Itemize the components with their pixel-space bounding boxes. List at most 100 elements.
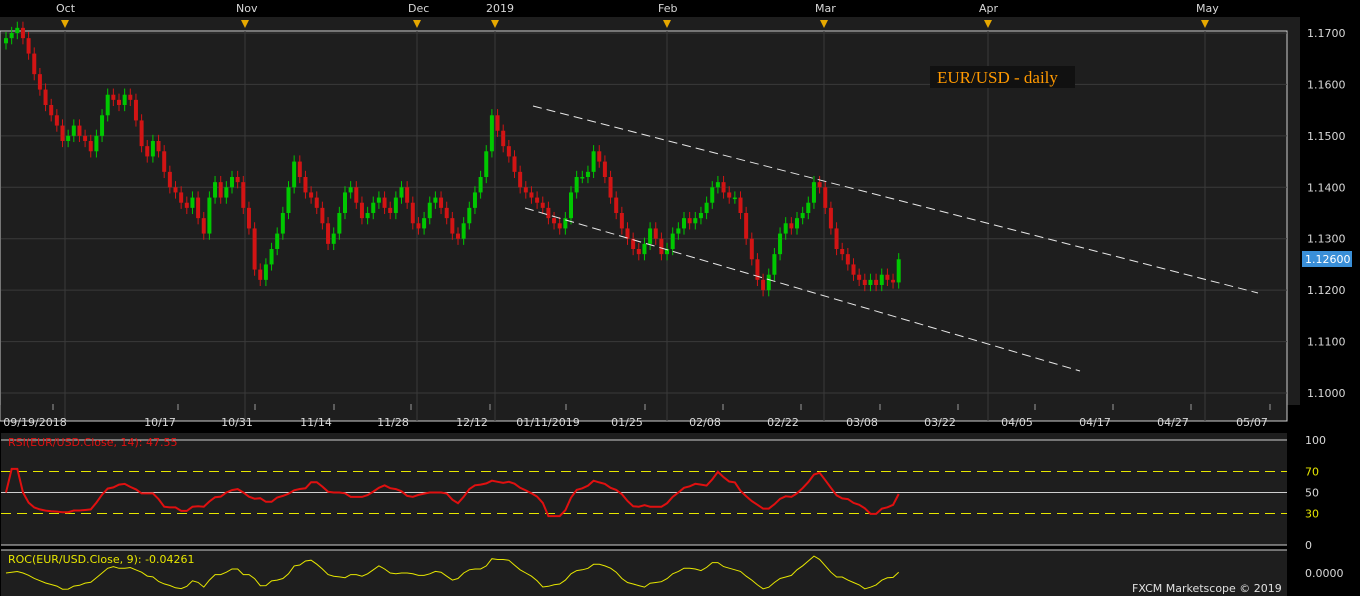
rsi-level-badge: [1302, 464, 1320, 478]
candle-body: [179, 192, 184, 203]
month-label: Apr: [979, 2, 999, 15]
candle-body: [687, 218, 692, 224]
candle-body: [32, 53, 37, 75]
candle-body: [602, 161, 607, 177]
candle-body: [297, 161, 302, 177]
candle-body: [139, 120, 144, 147]
candle-body: [868, 279, 873, 285]
date-tick-label: 12/12: [456, 416, 488, 429]
candle-body: [371, 202, 376, 213]
candle-body: [326, 223, 331, 244]
date-tick-label: 10/31: [221, 416, 253, 429]
date-tick-label: 11/14: [300, 416, 332, 429]
candle-body: [580, 177, 585, 179]
y-tick-label: 1.1300: [1307, 233, 1346, 246]
rsi-scale-label: 30: [1305, 508, 1319, 521]
rsi-scale-label: 50: [1305, 487, 1319, 500]
candle-body: [715, 182, 720, 188]
date-tick-label: 10/17: [144, 416, 176, 429]
candle-body: [427, 202, 432, 219]
candle-body: [795, 218, 799, 229]
candle-body: [806, 202, 811, 213]
candle-body: [478, 177, 483, 193]
candle-body: [71, 125, 76, 136]
candle-body: [416, 223, 421, 229]
candle-body: [676, 228, 681, 234]
candle-body: [433, 197, 438, 203]
candle-body: [811, 182, 816, 203]
candle-body: [535, 197, 540, 203]
month-marker-icon: [1201, 20, 1209, 28]
month-marker-icon: [820, 20, 828, 28]
candle-body: [484, 151, 489, 177]
candle-body: [648, 228, 653, 244]
candle-body: [704, 202, 709, 213]
candle-body: [885, 274, 890, 280]
candle-body: [162, 151, 167, 172]
date-tick-label: 03/22: [924, 416, 956, 429]
candle-body: [840, 249, 845, 255]
roc-scale-label: 0.0000: [1305, 567, 1344, 580]
candle-body: [489, 115, 494, 152]
candle-body: [766, 274, 771, 291]
y-tick-label: 1.1400: [1307, 181, 1346, 194]
candle-body: [4, 38, 8, 44]
roc-line: [5, 555, 900, 590]
candle-body: [744, 213, 749, 239]
candle-body: [698, 213, 703, 219]
y-tick-label: 1.1700: [1307, 27, 1346, 40]
candle-body: [263, 264, 268, 280]
candle-body: [111, 94, 116, 100]
candle-body: [37, 74, 42, 90]
candle-body: [778, 233, 783, 255]
candle-body: [43, 89, 48, 105]
candle-body: [382, 197, 387, 208]
rsi-level-badge: [1302, 506, 1320, 520]
date-tick-label: 05/07: [1236, 416, 1268, 429]
candle-body: [246, 207, 251, 229]
candle-body: [755, 259, 760, 280]
candle-body: [105, 94, 110, 116]
candle-body: [173, 187, 178, 193]
candle-body: [252, 228, 257, 270]
candle-body: [772, 254, 777, 275]
candle-body: [15, 27, 20, 33]
last-price-badge: [1302, 251, 1352, 267]
candle-body: [190, 197, 195, 208]
candle-body: [343, 192, 347, 213]
candle-body: [472, 192, 477, 208]
date-tick-label: 01/25: [611, 416, 643, 429]
candle-body: [348, 187, 353, 193]
candle-body: [117, 99, 121, 105]
rsi-line: [5, 467, 900, 518]
candle-body: [461, 223, 466, 239]
candle-body: [828, 207, 833, 229]
month-label: Oct: [56, 2, 76, 15]
candle-body: [314, 197, 319, 208]
candle-body: [122, 94, 127, 105]
candle-body: [761, 279, 766, 291]
date-tick-label: 02/22: [767, 416, 799, 429]
candle-body: [224, 187, 229, 198]
candle-body: [738, 197, 743, 213]
candle-body: [320, 207, 325, 224]
candle-body: [399, 187, 404, 198]
candle-body: [540, 202, 545, 208]
date-tick-label: 11/28: [377, 416, 409, 429]
credit-text: FXCM Marketscope © 2019: [1132, 582, 1282, 595]
roc-panel: [1, 550, 1287, 596]
candle-body: [523, 187, 528, 193]
candle-body: [258, 269, 263, 280]
candle-body: [597, 151, 602, 162]
date-tick-label: 04/17: [1079, 416, 1111, 429]
candle-body: [20, 27, 25, 39]
candle-body: [800, 213, 805, 219]
candle-body: [230, 177, 234, 188]
y-tick-label: 1.1200: [1307, 284, 1346, 297]
candle-body: [213, 182, 218, 198]
candle-body: [891, 279, 896, 283]
month-marker-icon: [663, 20, 671, 28]
candle-body: [659, 238, 664, 255]
candle-body: [732, 197, 737, 200]
candle-body: [26, 38, 31, 54]
